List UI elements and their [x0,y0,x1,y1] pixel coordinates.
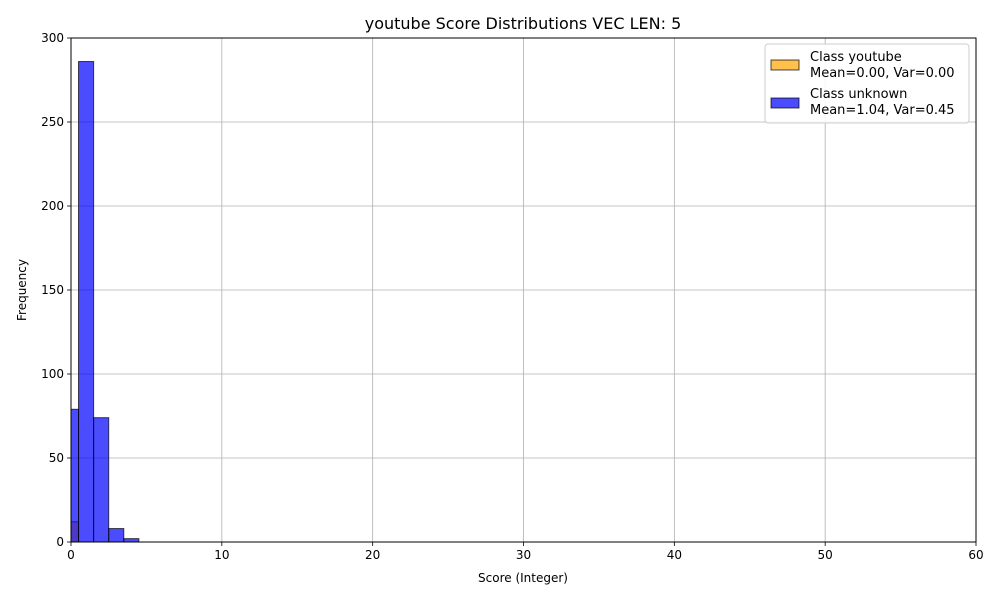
y-tick-label: 150 [41,283,64,297]
x-tick-label: 30 [516,548,531,562]
y-tick-label: 50 [49,451,64,465]
x-axis-label: Score (Integer) [478,571,568,585]
y-tick-label: 200 [41,199,64,213]
legend-stats-unknown: Mean=1.04, Var=0.45 [810,103,955,118]
chart-title: youtube Score Distributions VEC LEN: 5 [365,14,682,33]
legend-label-youtube: Class youtube [810,50,902,65]
x-axis-ticks: 0 10 20 30 40 50 60 [67,542,984,562]
x-tick-label: 10 [214,548,229,562]
y-axis-label: Frequency [15,259,29,321]
y-tick-label: 300 [41,31,64,45]
bars-group [71,61,140,542]
bar-class-unknown [78,61,95,542]
legend-label-unknown: Class unknown [810,87,907,102]
bar-class-unknown [93,417,110,542]
y-tick-label: 0 [56,535,64,549]
y-tick-label: 250 [41,115,64,129]
y-axis-ticks: 0 50 100 150 200 250 300 [41,31,71,549]
legend-frame [764,43,970,124]
legend: Class youtube Mean=0.00, Var=0.00 Class … [764,43,970,124]
x-tick-label: 0 [67,548,75,562]
x-tick-label: 20 [365,548,380,562]
legend-stats-youtube: Mean=0.00, Var=0.00 [810,66,955,81]
x-tick-label: 60 [968,548,983,562]
bar-class-unknown [108,528,125,542]
legend-swatch-unknown [770,97,800,109]
bar-class-unknown [123,538,140,542]
x-tick-label: 50 [818,548,833,562]
y-tick-label: 100 [41,367,64,381]
x-tick-label: 40 [667,548,682,562]
legend-swatch-youtube [770,59,800,71]
